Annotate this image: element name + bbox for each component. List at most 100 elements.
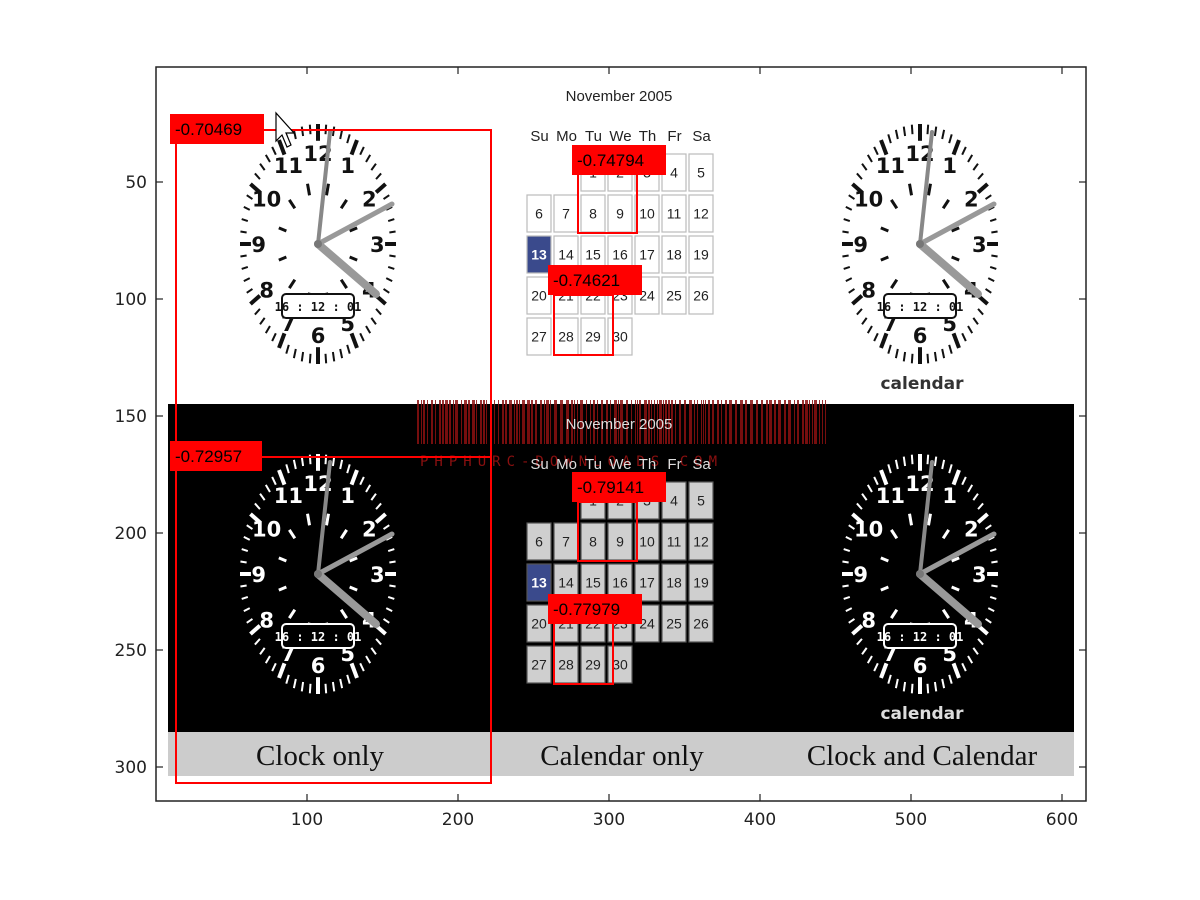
clock-tick: [843, 266, 851, 270]
calendar-day: 4: [670, 493, 678, 509]
clock-numeral: 8: [861, 279, 876, 303]
clock-tick: [308, 353, 312, 364]
barcode-bar: [729, 400, 732, 444]
clock-tick: [887, 464, 892, 474]
clock-tick: [389, 560, 396, 564]
clock-tick: [861, 317, 868, 325]
clock-tick: [948, 134, 953, 144]
clock-inner-mark: [951, 556, 960, 563]
clock-numeral: 9: [251, 563, 266, 587]
clock-tick: [976, 512, 989, 524]
calendar-day-cell: [526, 522, 552, 561]
clock-tick: [861, 493, 868, 501]
clock-inner-mark: [927, 513, 932, 526]
clock-tick: [359, 662, 365, 672]
digital-display: [281, 623, 355, 649]
barcode-bar: [540, 400, 542, 444]
calendar-day: 26: [693, 288, 709, 304]
digital-time: 16 : 12 : 01: [275, 630, 362, 644]
clock-tick: [879, 139, 889, 156]
y-tick-label: 200: [115, 524, 147, 544]
hour-hand: [916, 570, 982, 628]
barcode-bar: [505, 400, 507, 444]
second-hand: [315, 531, 395, 577]
calendar-day-cell: [661, 194, 687, 233]
clock-tick: [987, 277, 995, 282]
x-tick-label: 100: [291, 810, 323, 830]
calendar-day: 19: [693, 247, 709, 263]
clock-tick: [848, 618, 856, 624]
clock-inner-mark: [880, 226, 889, 233]
clock-tick: [902, 681, 907, 692]
clock-inner-mark: [339, 529, 348, 540]
detection-score-badge: [170, 441, 262, 471]
calendar-day: 11: [667, 206, 682, 222]
calendar-day-cell: [688, 481, 714, 520]
clock-tick: [873, 332, 879, 342]
calendar-weekday: Su: [530, 456, 548, 473]
barcode-bar: [671, 400, 673, 444]
clock-tick: [249, 294, 262, 306]
detection-score-badge: [170, 114, 264, 144]
clock-numeral: 11: [274, 484, 303, 508]
clock-inner-mark: [306, 183, 311, 196]
barcode-bar: [417, 400, 419, 444]
clock-inner-mark: [325, 183, 330, 196]
clock-inner-mark: [278, 585, 287, 592]
clock-tick: [866, 325, 873, 334]
clock-tick: [241, 548, 249, 552]
clock-tick: [984, 618, 992, 624]
clock-tick: [339, 129, 344, 140]
barcode-bar: [694, 400, 695, 444]
barcode-bar: [812, 400, 813, 444]
clock-tick: [241, 266, 249, 270]
barcode-bar: [802, 400, 804, 444]
clock-numeral: 9: [251, 233, 266, 257]
clock-tick: [264, 655, 271, 664]
clock-tick: [887, 674, 892, 684]
clock-tick: [308, 683, 312, 694]
clock-tick: [972, 163, 979, 171]
clock-inner-mark: [339, 199, 348, 210]
clock-tick: [879, 469, 889, 486]
barcode-bar: [665, 400, 667, 444]
calendar-day-cell: [661, 235, 687, 274]
clock-tick: [856, 308, 863, 316]
clock-tick: [902, 126, 907, 137]
clock-tick: [887, 134, 892, 144]
calendar-day-cell: [553, 194, 579, 233]
digital-time: 16 : 12 : 01: [275, 300, 362, 314]
clock-tick: [989, 266, 997, 270]
clock-tick: [845, 206, 853, 211]
clock-tick: [246, 618, 254, 624]
clock-tick: [249, 624, 262, 636]
clock-tick: [856, 502, 863, 510]
barcode-bar: [717, 400, 719, 444]
clock-tick: [842, 254, 849, 258]
clock-tick: [851, 512, 864, 524]
clock-tick: [349, 332, 359, 349]
calendar-day: 13: [531, 575, 547, 591]
barcode-bar: [480, 400, 482, 444]
calendar-month: November 2005: [566, 88, 673, 105]
barcode-bar: [620, 400, 623, 444]
clock-tick: [879, 662, 889, 679]
clock-tick: [842, 230, 849, 234]
clock-inner-mark: [890, 608, 899, 619]
clock-tick: [873, 476, 879, 486]
clock-tick: [977, 638, 984, 646]
clock-tick: [977, 172, 984, 180]
clock-tick: [241, 596, 249, 600]
clock-tick: [842, 584, 849, 588]
clock-tick: [989, 218, 997, 222]
calendar-day: 19: [693, 575, 709, 591]
clock-tick: [967, 154, 974, 163]
calendar-weekday: Th: [639, 128, 657, 145]
barcode-bar: [637, 400, 638, 444]
calendar-day: 5: [697, 165, 705, 181]
calendar-day: 16: [612, 575, 628, 591]
calendar-day: 26: [693, 616, 709, 632]
clock-inner-mark: [880, 255, 889, 262]
clock-tick: [365, 655, 372, 664]
